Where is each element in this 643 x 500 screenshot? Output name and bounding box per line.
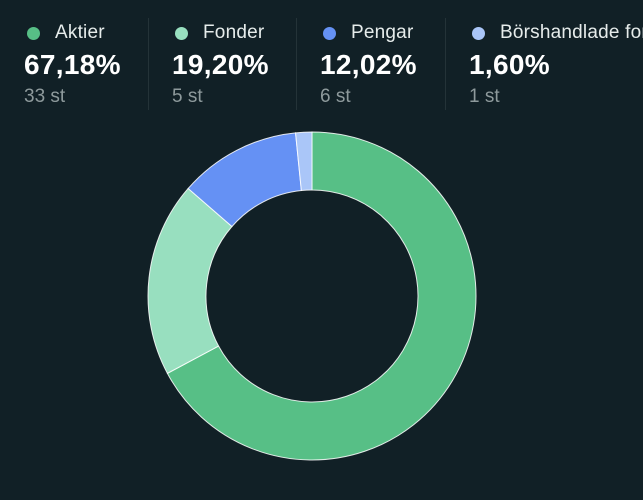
legend-item-fonder[interactable]: Fonder 19,20% 5 st <box>172 18 269 110</box>
legend-item-pengar[interactable]: Pengar 12,02% 6 st <box>320 18 417 110</box>
legend-percent: 12,02% <box>320 49 417 80</box>
legend-divider <box>445 18 446 110</box>
legend-dot-aktier <box>27 26 40 40</box>
legend-item-aktier[interactable]: Aktier 67,18% 33 st <box>24 18 121 110</box>
legend-dot-borshandlade-fonder <box>472 26 485 40</box>
legend-percent: 1,60% <box>469 49 550 80</box>
legend-label: Fonder <box>203 22 265 43</box>
legend-count: 5 st <box>172 86 203 107</box>
legend-divider <box>296 18 297 110</box>
legend-label: Aktier <box>55 22 105 43</box>
legend-divider <box>148 18 149 110</box>
legend-count: 6 st <box>320 86 351 107</box>
donut-slice-aktier[interactable] <box>166 131 477 461</box>
legend-label: Börshandlade fonder <box>500 22 643 43</box>
legend-label: Pengar <box>351 22 414 43</box>
legend-count: 33 st <box>24 86 66 107</box>
legend-count: 1 st <box>469 86 500 107</box>
donut-slice-b-rshandlade-fonder[interactable] <box>294 131 313 192</box>
allocation-legend: Aktier 67,18% 33 st Fonder 19,20% 5 st P… <box>0 0 643 112</box>
legend-dot-pengar <box>323 26 336 40</box>
legend-dot-fonder <box>175 26 188 40</box>
legend-percent: 67,18% <box>24 49 121 80</box>
legend-percent: 19,20% <box>172 49 269 80</box>
legend-item-borshandlade-fonder[interactable]: Börshandlade fonder 1,60% 1 st <box>469 18 643 110</box>
